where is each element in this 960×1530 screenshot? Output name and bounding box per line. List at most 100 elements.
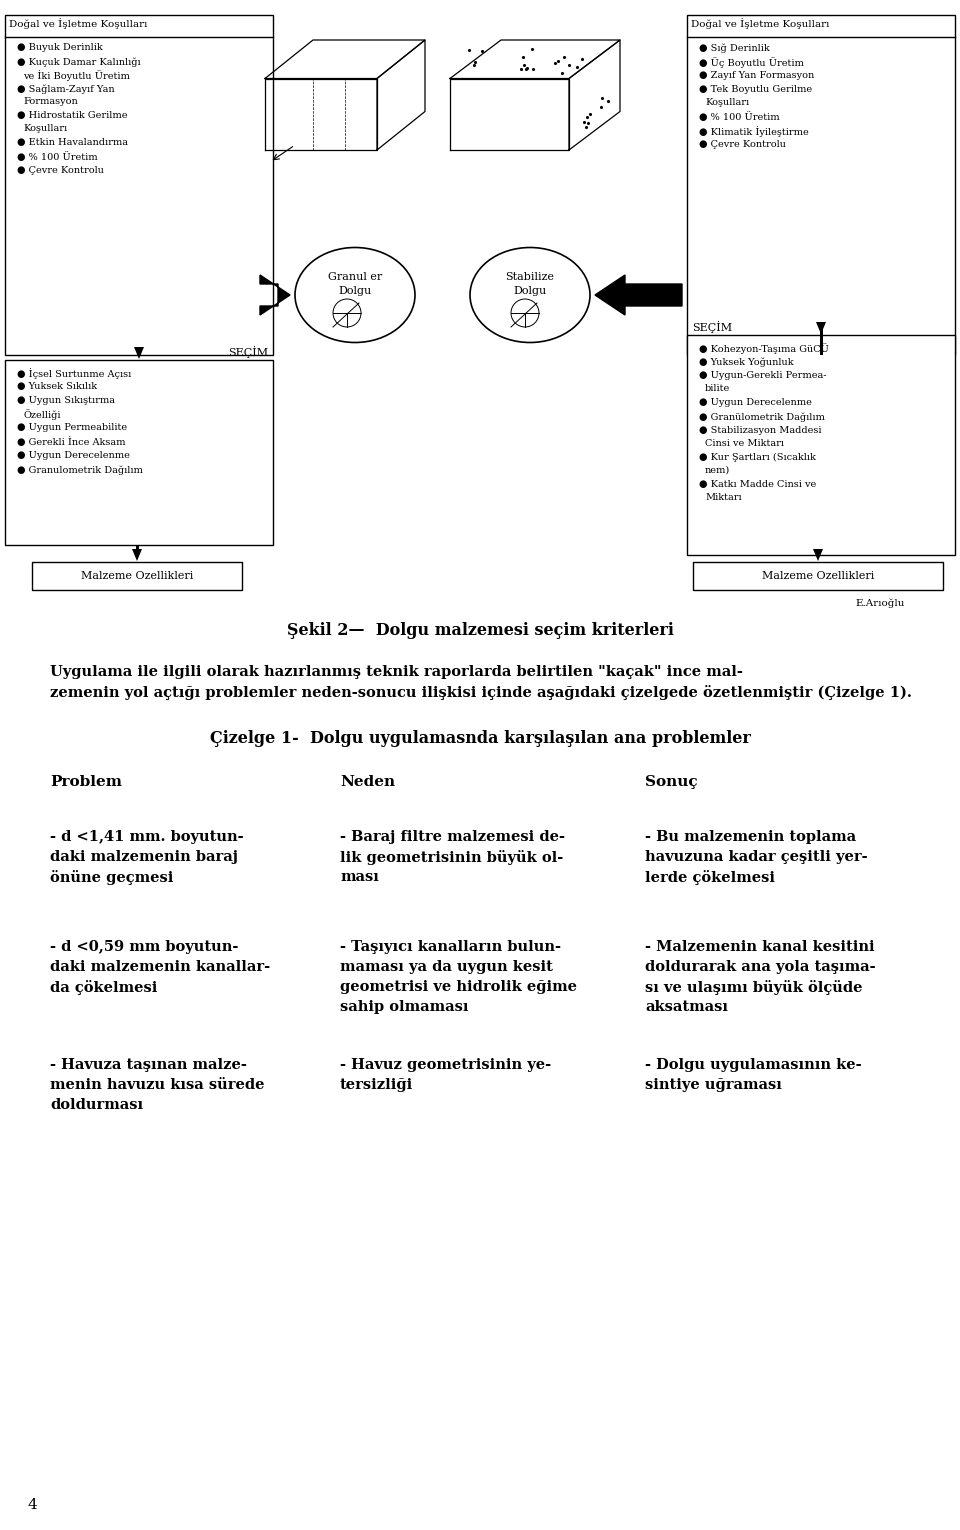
Text: sahip olmaması: sahip olmaması [340,1001,468,1014]
Text: lerde çökelmesi: lerde çökelmesi [645,871,775,884]
Text: E.Arıoğlu: E.Arıoğlu [855,598,904,607]
Text: Stabilize: Stabilize [506,272,555,282]
Text: - d <0,59 mm boyutun-: - d <0,59 mm boyutun- [50,939,238,955]
Text: ● Çevre Kontrolu: ● Çevre Kontrolu [699,141,786,148]
Bar [693,562,943,591]
Text: ● Yuksek Yoğunluk: ● Yuksek Yoğunluk [699,356,794,367]
Text: ● % 100 Üretim: ● % 100 Üretim [699,112,780,122]
Polygon shape [260,275,290,315]
Text: da çökelmesi: da çökelmesi [50,981,157,994]
Text: ● % 100 Üretim: ● % 100 Üretim [17,151,98,162]
Text: tersizliği: tersizliği [340,1079,413,1092]
Text: Sonuç: Sonuç [645,776,698,789]
Text: Çizelge 1-  Dolgu uygulamasnda karşılaşılan ana problemler: Çizelge 1- Dolgu uygulamasnda karşılaşıl… [209,730,751,747]
Text: ● Uygun Sıkıştırma: ● Uygun Sıkıştırma [17,396,115,405]
Text: SEÇİM: SEÇİM [228,346,268,358]
Polygon shape [135,545,138,549]
Text: ● Sığ Derinlik: ● Sığ Derinlik [699,43,770,52]
Polygon shape [820,321,823,355]
Bar [687,335,955,555]
Text: lik geometrisinin büyük ol-: lik geometrisinin büyük ol- [340,851,564,864]
Text: ● Tek Boyutlu Gerilme: ● Tek Boyutlu Gerilme [699,86,812,93]
Text: Malzeme Ozellikleri: Malzeme Ozellikleri [762,571,875,581]
Polygon shape [137,347,140,355]
Text: ● Üç Boyutlu Üretim: ● Üç Boyutlu Üretim [699,57,804,67]
Text: - Baraj filtre malzemesi de-: - Baraj filtre malzemesi de- [340,829,565,845]
Text: aksatması: aksatması [645,1001,728,1014]
Text: Formasyon: Formasyon [23,96,78,106]
Text: ● Uygun-Gerekli Permea-: ● Uygun-Gerekli Permea- [699,370,827,379]
Text: ● Uygun Permeabilite: ● Uygun Permeabilite [17,422,127,431]
Text: ● Etkin Havalandırma: ● Etkin Havalandırma [17,138,128,147]
Ellipse shape [470,248,590,343]
Text: ● İçsel Surtunme Açısı: ● İçsel Surtunme Açısı [17,369,132,379]
Ellipse shape [295,248,415,343]
Text: Miktarı: Miktarı [705,493,742,502]
Bar [687,15,955,355]
Text: - d <1,41 mm. boyutun-: - d <1,41 mm. boyutun- [50,829,244,845]
Polygon shape [817,549,820,555]
Text: Doğal ve İşletme Koşulları: Doğal ve İşletme Koşulları [9,18,148,29]
Text: - Malzemenin kanal kesitini: - Malzemenin kanal kesitini [645,939,875,955]
Text: geometrisi ve hidrolik eğime: geometrisi ve hidrolik eğime [340,981,577,994]
Text: doldurması: doldurması [50,1099,143,1112]
Text: ● Katkı Madde Cinsi ve: ● Katkı Madde Cinsi ve [699,480,816,490]
Text: 4: 4 [28,1498,37,1512]
Text: ● Gerekli İnce Aksam: ● Gerekli İnce Aksam [17,438,126,447]
Text: - Havuza taşınan malze-: - Havuza taşınan malze- [50,1059,247,1073]
Text: ● Klimatik İyileştirme: ● Klimatik İyileştirme [699,125,808,138]
Text: Doğal ve İşletme Koşulları: Doğal ve İşletme Koşulları [691,18,829,29]
Text: - Taşıyıcı kanalların bulun-: - Taşıyıcı kanalların bulun- [340,939,561,955]
Text: ● Yuksek Sıkılık: ● Yuksek Sıkılık [17,382,97,392]
Bar [32,562,242,591]
Text: ● Uygun Derecelenme: ● Uygun Derecelenme [17,451,130,461]
Polygon shape [595,275,682,315]
Text: Cinsi ve Miktarı: Cinsi ve Miktarı [705,439,784,448]
Text: ● Çevre Kontrolu: ● Çevre Kontrolu [17,165,104,174]
Text: Koşulları: Koşulları [23,124,67,133]
Text: ● Uygun Derecelenme: ● Uygun Derecelenme [699,398,812,407]
Text: Malzeme Ozellikleri: Malzeme Ozellikleri [81,571,193,581]
Text: ● Kohezyon-Taşıma GüCÜ: ● Kohezyon-Taşıma GüCÜ [699,343,828,353]
Text: - Dolgu uygulamasının ke-: - Dolgu uygulamasının ke- [645,1059,862,1073]
Text: Dolgu: Dolgu [514,286,546,295]
Text: ● Granulometrik Dağılım: ● Granulometrik Dağılım [17,465,143,474]
Text: SEÇİM: SEÇİM [692,321,732,334]
Text: Dolgu: Dolgu [338,286,372,295]
Text: sı ve ulaşımı büyük ölçüde: sı ve ulaşımı büyük ölçüde [645,981,862,994]
Text: daki malzemenin baraj: daki malzemenin baraj [50,851,238,864]
Text: Uygulama ile ilgili olarak hazırlanmış teknik raporlarda belirtilen "kaçak" ince: Uygulama ile ilgili olarak hazırlanmış t… [50,666,743,679]
Text: ● Kuçuk Damar Kalınlığı: ● Kuçuk Damar Kalınlığı [17,57,140,66]
Text: ● Hidrostatik Gerilme: ● Hidrostatik Gerilme [17,112,128,119]
Text: menin havuzu kısa sürede: menin havuzu kısa sürede [50,1079,265,1092]
Text: önüne geçmesi: önüne geçmesi [50,871,174,884]
Text: - Bu malzemenin toplama: - Bu malzemenin toplama [645,829,856,845]
Text: sintiye uğraması: sintiye uğraması [645,1079,781,1092]
Text: Neden: Neden [340,776,396,789]
Text: Granul er: Granul er [328,272,382,282]
Polygon shape [134,347,144,360]
Polygon shape [132,549,142,562]
Text: maması ya da uygun kesit: maması ya da uygun kesit [340,959,553,975]
Text: ● Stabilizasyon Maddesi: ● Stabilizasyon Maddesi [699,425,822,435]
Polygon shape [813,549,823,562]
Text: Koşulları: Koşulları [705,98,749,107]
Text: ması: ması [340,871,379,884]
Text: nem): nem) [705,467,731,474]
Text: havuzuna kadar çeşitli yer-: havuzuna kadar çeşitli yer- [645,851,868,864]
Text: doldurarak ana yola taşıma-: doldurarak ana yola taşıma- [645,959,876,975]
Text: zemenin yol açtığı problemler neden-sonucu ilişkisi içinde aşağıdaki çizelgede ö: zemenin yol açtığı problemler neden-sonu… [50,685,912,701]
Text: ● Zayıf Yan Formasyon: ● Zayıf Yan Formasyon [699,70,814,80]
Text: ● Buyuk Derinlik: ● Buyuk Derinlik [17,43,103,52]
Polygon shape [816,321,826,334]
Text: bilite: bilite [705,384,731,393]
Bar [5,15,273,355]
Text: ● Kur Şartları (Sıcaklık: ● Kur Şartları (Sıcaklık [699,453,816,462]
Text: Özelliği: Özelliği [23,409,60,419]
Text: ve İki Boyutlu Üretim: ve İki Boyutlu Üretim [23,70,130,81]
Text: Şekil 2—  Dolgu malzemesi seçim kriterleri: Şekil 2— Dolgu malzemesi seçim kriterler… [287,623,673,640]
Text: daki malzemenin kanallar-: daki malzemenin kanallar- [50,959,270,975]
Text: ● Sağlam-Zayıf Yan: ● Sağlam-Zayıf Yan [17,84,114,93]
Bar [5,360,273,545]
Text: ● Granülometrik Dağılım: ● Granülometrik Dağılım [699,412,825,421]
